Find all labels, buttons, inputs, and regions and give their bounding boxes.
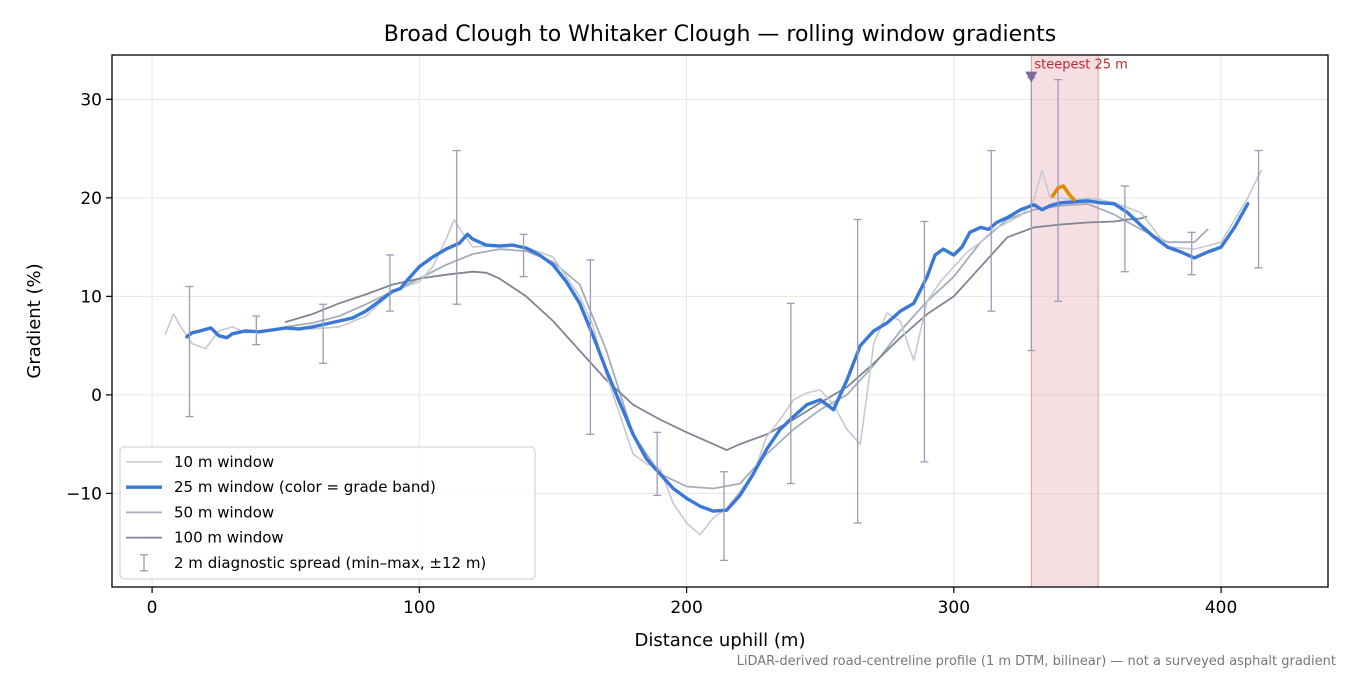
y-axis-label: Gradient (%) (24, 263, 45, 378)
spread-errorbar (853, 218, 862, 524)
series-line-2 (284, 202, 1209, 490)
spread-errorbar (385, 254, 394, 312)
spread-errorbar (1254, 149, 1263, 269)
spread-errorbar (1120, 185, 1129, 273)
spread-errorbar (1187, 231, 1196, 276)
spread-errorbar (920, 220, 929, 463)
legend-box (119, 446, 536, 580)
y-tick-label: 30 (80, 90, 102, 110)
x-axis-label: Distance uphill (m) (635, 630, 806, 651)
spread-errorbar (786, 302, 795, 485)
x-tick-label: 300 (938, 598, 970, 618)
legend-label: 25 m window (color = grade band) (174, 478, 436, 496)
series-line-3 (284, 215, 1148, 452)
legend-entry: 25 m window (color = grade band) (126, 478, 436, 496)
spread-errorbar (519, 233, 528, 278)
footnote: LiDAR-derived road-centreline profile (1… (737, 654, 1336, 669)
series-line-1 (185, 199, 1250, 513)
x-tick-label: 400 (1205, 598, 1237, 618)
y-tick-label: 10 (80, 287, 102, 307)
plot-frame (111, 54, 1329, 588)
legend-entry: 100 m window (126, 529, 284, 547)
grid (112, 55, 1328, 587)
spread-errorbar (987, 149, 996, 312)
spread-errorbar (252, 315, 261, 346)
x-tick-label: 200 (670, 598, 702, 618)
spread-errorbar (653, 431, 662, 497)
legend-entry: 2 m diagnostic spread (min–max, ±12 m) (140, 554, 486, 572)
y-tick-label: 20 (80, 189, 102, 209)
steepest-marker (1025, 71, 1038, 83)
steepest-region (1030, 54, 1099, 588)
legend-label: 100 m window (174, 529, 284, 547)
spread-errorbar (586, 259, 595, 435)
steepest-highlight-segment (1050, 184, 1076, 202)
y-tick-label: −10 (66, 484, 102, 504)
annotations: steepest 25 m (1025, 58, 1128, 83)
steepest-region-band (1030, 54, 1099, 588)
y-tick-label: 0 (91, 386, 102, 406)
spread-errorbar (452, 149, 461, 305)
legend-label: 2 m diagnostic spread (min–max, ±12 m) (174, 554, 486, 572)
spread-errorbar (185, 285, 194, 418)
chart-title: Broad Clough to Whitaker Clough — rollin… (384, 22, 1056, 47)
spread-errorbar (720, 471, 729, 562)
legend: 10 m window 25 m window (color = grade ba… (119, 446, 536, 580)
legend-entry: 10 m window (126, 453, 274, 471)
series-layer (164, 77, 1263, 562)
spread-errorbar (319, 303, 328, 365)
steepest-label: steepest 25 m (1034, 58, 1127, 73)
legend-label: 10 m window (174, 453, 274, 471)
ticks: 0 100 200 300 400 −10 0 10 20 30 (66, 90, 1237, 618)
legend-label: 50 m window (174, 503, 274, 521)
legend-entry: 50 m window (126, 503, 274, 521)
x-tick-label: 0 (147, 598, 158, 618)
x-tick-label: 100 (403, 598, 435, 618)
